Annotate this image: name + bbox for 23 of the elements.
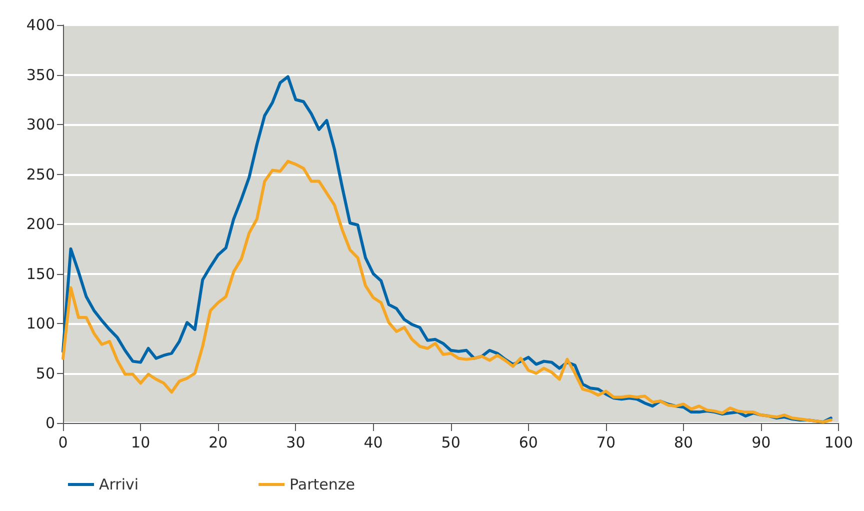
x-tick-label: 100: [824, 434, 854, 452]
line-series: [62, 160, 832, 424]
x-tick-label: 20: [208, 434, 228, 452]
legend-label: Partenze: [290, 476, 355, 494]
x-tick-label: 90: [752, 434, 771, 452]
y-tick-label: 50: [36, 364, 55, 382]
x-tick-label: 50: [441, 434, 460, 452]
y-tick-label: 150: [26, 264, 55, 283]
x-tick-label: 80: [674, 434, 694, 452]
legend-label: Arrivi: [99, 476, 139, 494]
y-tick-label: 200: [26, 215, 55, 233]
y-tick-label: 300: [26, 116, 55, 134]
y-tick-label: 0: [45, 414, 55, 432]
y-tick-label: 250: [26, 165, 55, 184]
x-tick-label: 40: [364, 434, 383, 452]
x-tick-label: 70: [596, 434, 616, 452]
x-tick-label: 0: [58, 434, 68, 452]
y-tick-label: 400: [26, 16, 55, 34]
y-tick-label: 100: [26, 314, 55, 332]
y-tick-label: 350: [26, 66, 55, 84]
x-tick-label: 10: [131, 434, 150, 452]
x-tick-label: 30: [286, 434, 306, 452]
x-tick-label: 60: [518, 434, 538, 452]
